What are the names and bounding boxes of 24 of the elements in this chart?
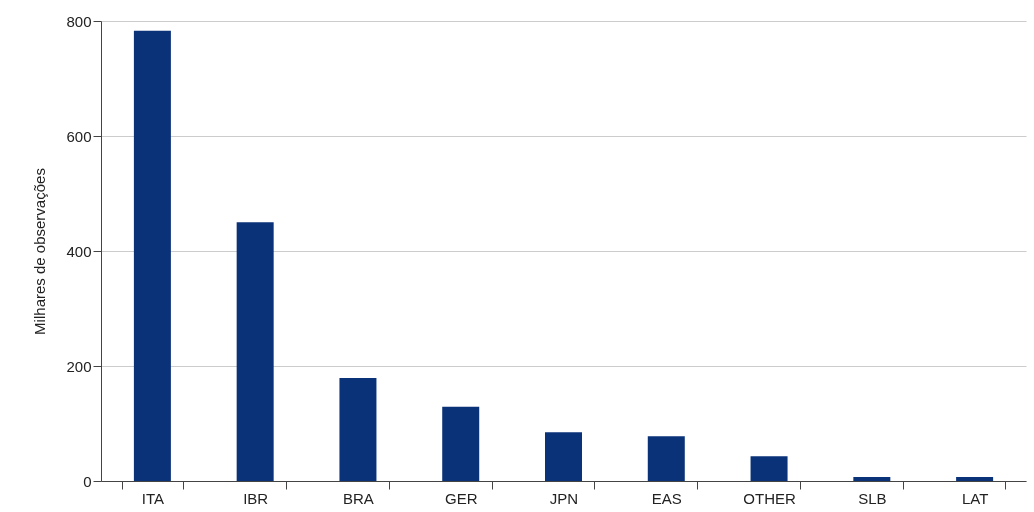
y-tick-label: 800 xyxy=(66,12,92,30)
bar xyxy=(236,222,274,481)
y-tick-label: 0 xyxy=(83,472,92,490)
bar xyxy=(956,476,994,481)
y-tick-label: 200 xyxy=(66,357,92,375)
bar xyxy=(853,476,891,481)
bar xyxy=(442,406,480,481)
y-axis-title: Milhares de observações xyxy=(31,168,49,335)
bar xyxy=(647,436,685,481)
x-tick-label: LAT xyxy=(961,489,989,507)
bar xyxy=(339,378,377,481)
x-tick-label: JPN xyxy=(549,489,579,507)
bar xyxy=(750,456,788,481)
y-tick-label: 600 xyxy=(66,127,92,145)
y-tick-label: 400 xyxy=(66,242,92,260)
x-tick-label: ITA xyxy=(141,489,165,507)
x-tick-label: GER xyxy=(444,489,478,507)
x-tick-label: OTHER xyxy=(743,489,796,507)
x-tick-label: EAS xyxy=(651,489,682,507)
x-tick-label: IBR xyxy=(243,489,269,507)
x-tick-label: SLB xyxy=(858,489,887,507)
bar xyxy=(133,30,171,481)
bar xyxy=(545,432,582,481)
x-tick-label: BRA xyxy=(343,489,374,507)
